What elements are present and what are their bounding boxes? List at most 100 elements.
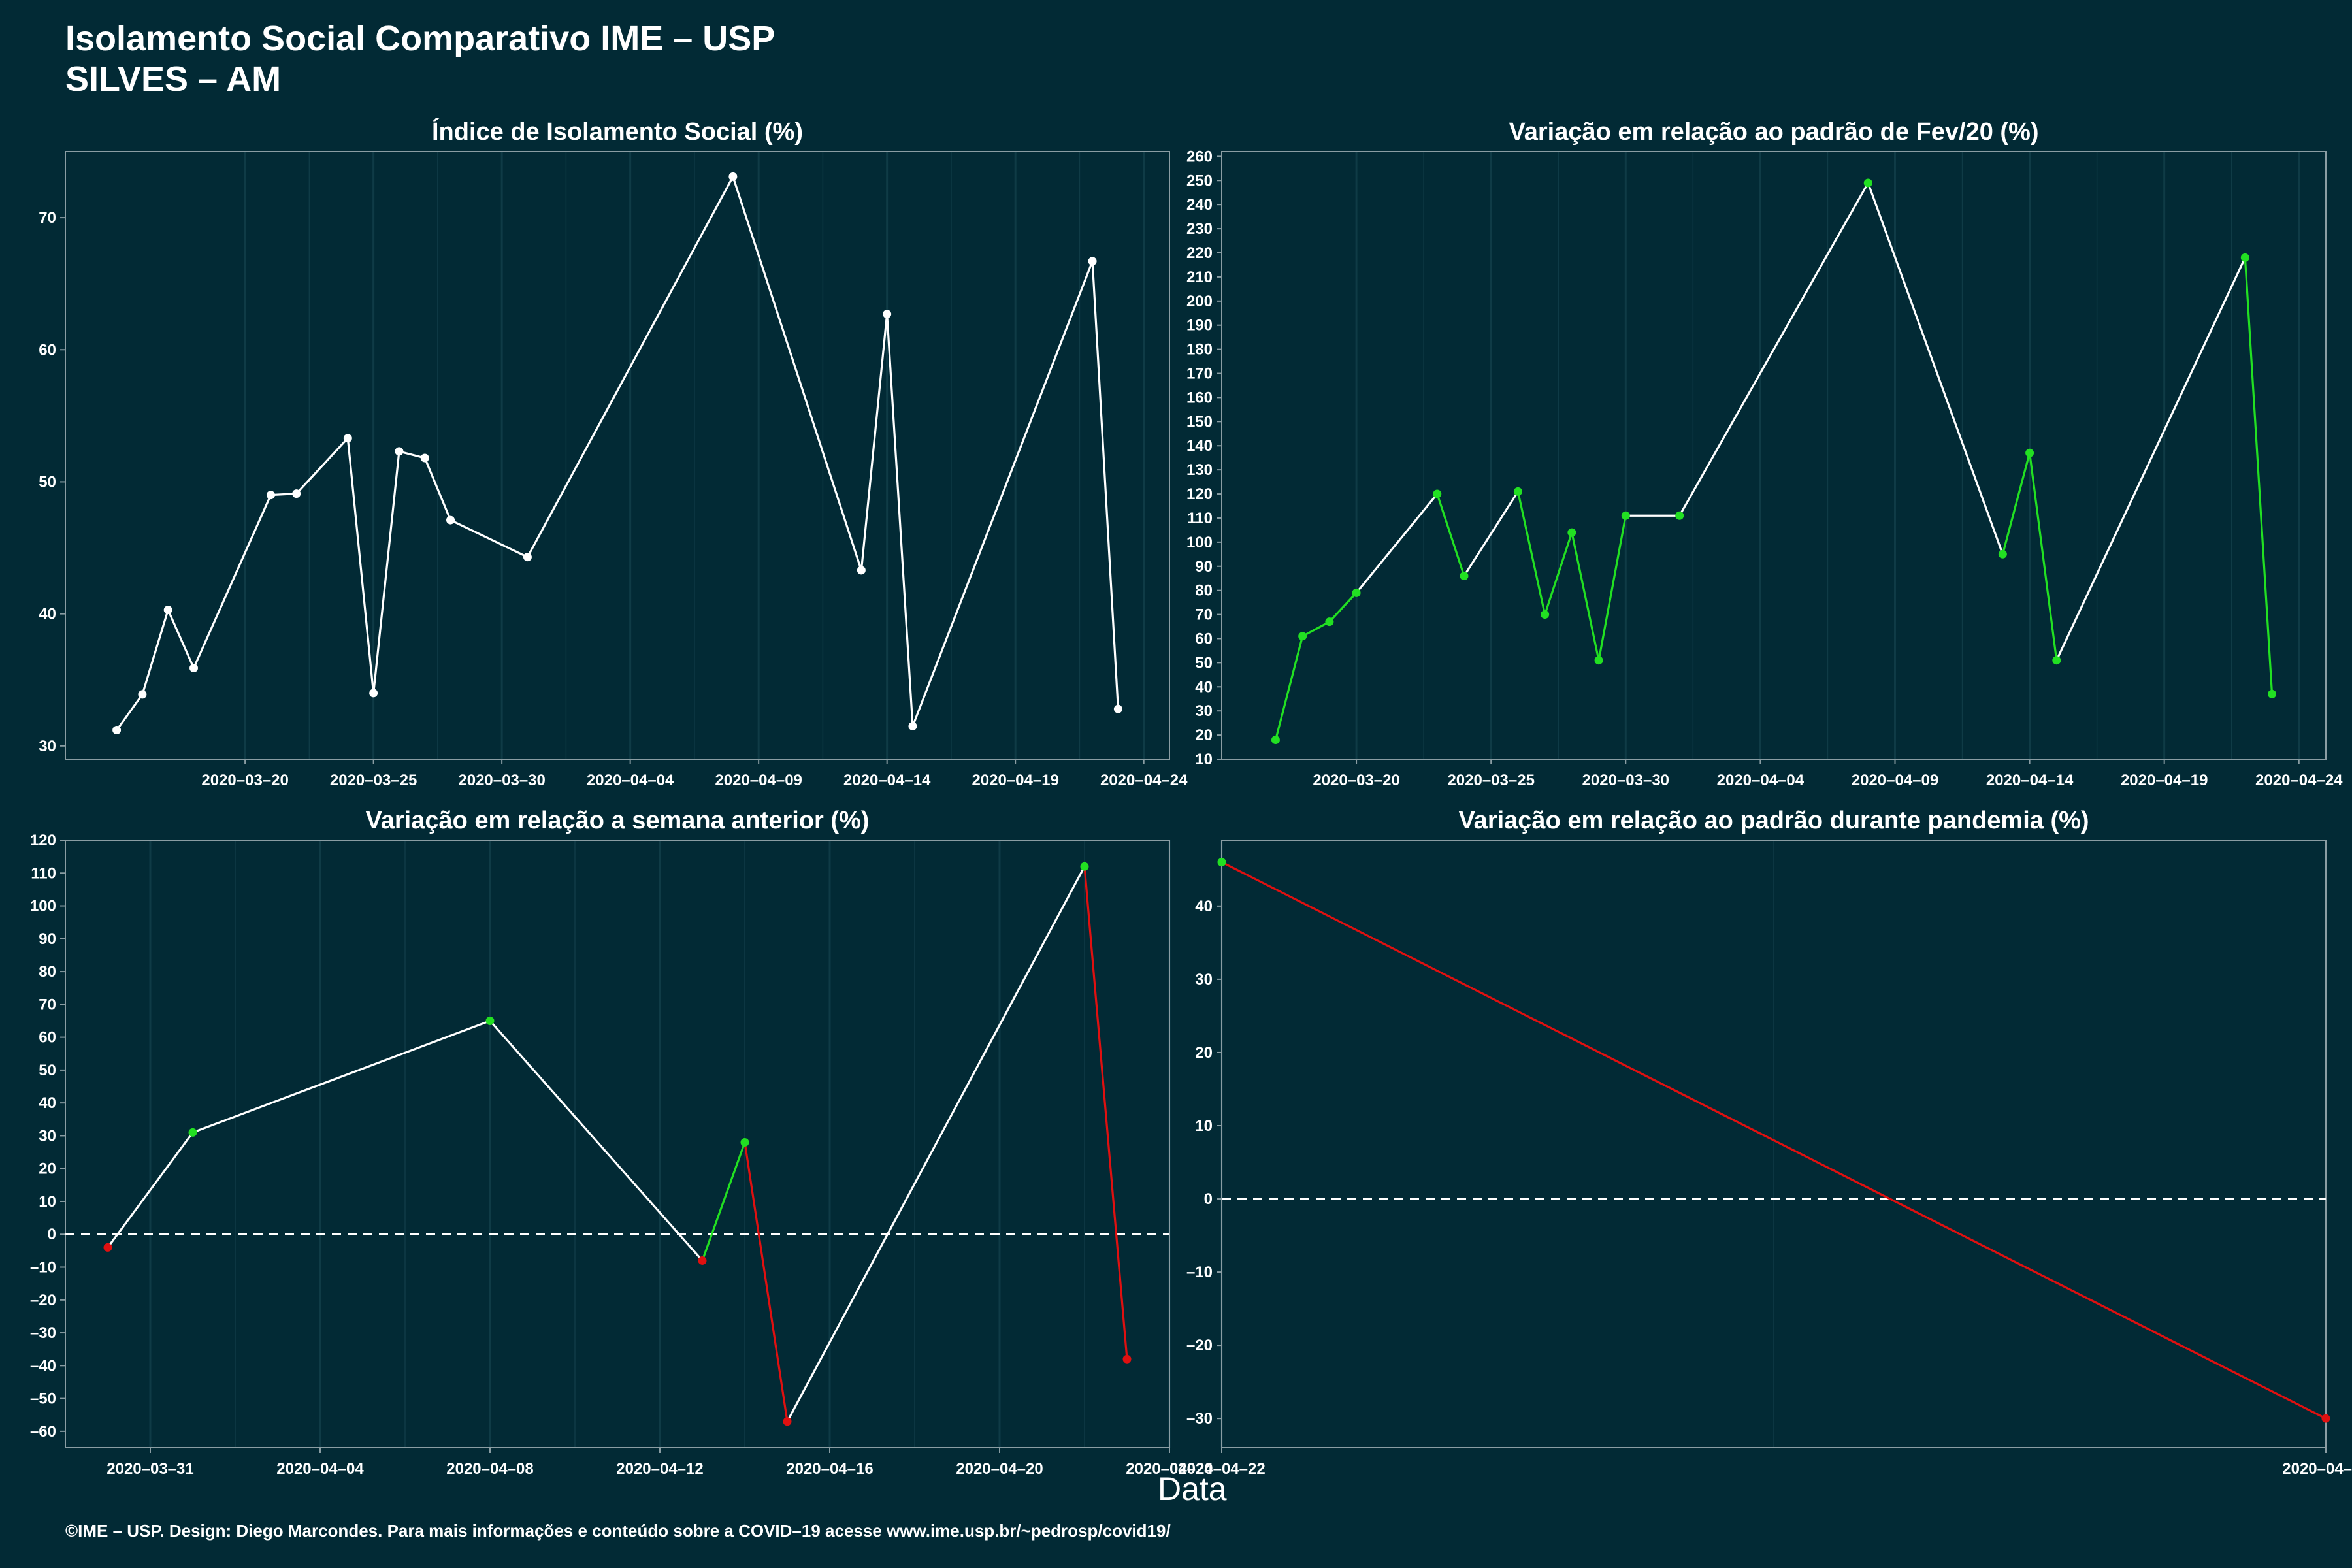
x-tick-label: 2020–03–20: [1313, 772, 1399, 789]
y-tick-label: 60: [1195, 630, 1213, 647]
series-segment: [141, 608, 169, 696]
x-tick-label: 2020–04–14: [843, 772, 931, 789]
data-point: [343, 434, 352, 443]
y-tick-label: 120: [1186, 485, 1213, 503]
y-tick-label: –10: [1186, 1264, 1213, 1281]
series-segment: [1678, 182, 1869, 517]
y-tick-label: 170: [1186, 365, 1213, 383]
y-tick-label: 50: [39, 1062, 56, 1079]
data-point: [1298, 632, 1307, 641]
data-point: [369, 689, 378, 698]
y-tick-label: –20: [30, 1292, 56, 1309]
x-tick-label: 2020–04–24: [2255, 772, 2343, 789]
panel-title: Variação em relação ao padrão durante pa…: [1458, 807, 2089, 834]
x-tick-label: 2020–03–31: [106, 1460, 193, 1478]
series-segment: [1544, 531, 1573, 616]
series-segment: [1301, 621, 1331, 638]
series-segment: [346, 437, 375, 694]
y-tick-label: 20: [1195, 727, 1213, 744]
y-tick-label: 130: [1186, 461, 1213, 479]
data-point: [163, 606, 172, 615]
plot-frame: [1221, 151, 2327, 760]
y-tick-label: 40: [39, 1094, 56, 1112]
y-tick-label: 30: [1195, 971, 1213, 988]
y-tick-label: –30: [30, 1324, 56, 1342]
series-segment: [743, 1141, 789, 1423]
chart-panel-2: Variação em relação ao padrão de Fev/20 …: [1186, 118, 2343, 789]
data-point: [2025, 448, 2034, 457]
series-segment: [860, 313, 889, 572]
x-tick-label: 2020–04–23: [2282, 1460, 2352, 1478]
data-point: [698, 1256, 707, 1265]
series-segment: [423, 457, 452, 521]
y-tick-label: 200: [1186, 293, 1213, 310]
series-segment: [269, 493, 298, 497]
main-title: Isolamento Social Comparativo IME – USP …: [65, 18, 775, 99]
data-point: [1080, 862, 1089, 871]
y-tick-label: 110: [31, 864, 56, 882]
y-tick-label: –30: [1186, 1410, 1213, 1428]
y-tick-label: 0: [48, 1226, 56, 1243]
data-point: [292, 489, 301, 498]
data-point: [1088, 257, 1097, 266]
y-tick-label: –50: [30, 1390, 56, 1408]
x-tick-label: 2020–04–04: [276, 1460, 364, 1478]
data-point: [1122, 1354, 1132, 1364]
footer-credits: ©IME – USP. Design: Diego Marcondes. Par…: [65, 1521, 1171, 1541]
x-tick-label: 2020–04–24: [1126, 1460, 1213, 1478]
data-point: [1352, 588, 1361, 597]
data-point: [1325, 617, 1334, 627]
series-segment: [449, 519, 529, 559]
series-segment: [1463, 490, 1520, 578]
series-segment: [167, 608, 195, 670]
data-point: [2052, 656, 2061, 665]
y-tick-label: 230: [1186, 220, 1213, 238]
y-tick-label: 20: [1195, 1044, 1213, 1062]
data-point: [446, 515, 455, 525]
y-tick-label: 80: [39, 963, 56, 981]
series-segment: [2055, 256, 2246, 662]
series-segment: [2244, 256, 2274, 695]
x-tick-label: 2020–04–22: [1178, 1460, 1265, 1478]
y-tick-label: 180: [1186, 341, 1213, 359]
y-tick-label: 190: [1186, 317, 1213, 335]
series-segment: [1274, 635, 1304, 742]
x-tick-label: 2020–04–09: [715, 772, 802, 789]
y-tick-label: 140: [1186, 437, 1213, 455]
series-segment: [1355, 493, 1439, 594]
y-tick-label: 30: [1195, 702, 1213, 720]
series-segment: [1083, 865, 1128, 1360]
data-point: [1594, 656, 1603, 665]
y-tick-label: 260: [1186, 148, 1213, 165]
chart-panel-4: Variação em relação ao padrão durante pa…: [1178, 807, 2352, 1478]
x-tick-label: 2020–04–16: [786, 1460, 873, 1478]
x-tick-label: 2020–04–24: [1100, 772, 1188, 789]
data-point: [2240, 253, 2249, 262]
series-segment: [1516, 490, 1546, 616]
y-tick-label: 70: [1195, 606, 1213, 624]
series-segment: [2001, 451, 2031, 555]
y-tick-label: 250: [1186, 172, 1213, 189]
y-tick-label: 30: [39, 1127, 56, 1145]
series-segment: [1867, 182, 2004, 555]
x-tick-label: 2020–04–04: [587, 772, 674, 789]
x-axis-label: Data: [1158, 1471, 1227, 1507]
y-tick-label: 60: [39, 341, 56, 359]
series-segment: [526, 175, 734, 559]
title-line-1: Isolamento Social Comparativo IME – USP: [65, 19, 776, 58]
data-point: [857, 566, 866, 575]
series-segment: [192, 494, 272, 670]
data-point: [1998, 549, 2007, 559]
x-tick-label: 2020–04–12: [616, 1460, 703, 1478]
data-point: [420, 453, 429, 463]
data-point: [1460, 572, 1469, 581]
y-tick-label: 10: [1195, 751, 1213, 768]
x-tick-label: 2020–04–20: [956, 1460, 1043, 1478]
y-tick-label: 60: [39, 1029, 56, 1047]
plot-frame: [65, 151, 1170, 760]
series-segment: [911, 260, 1094, 728]
y-tick-label: 240: [1186, 196, 1213, 214]
y-tick-label: 70: [39, 209, 56, 227]
series-segment: [1220, 861, 2327, 1420]
y-tick-label: 30: [39, 738, 56, 755]
